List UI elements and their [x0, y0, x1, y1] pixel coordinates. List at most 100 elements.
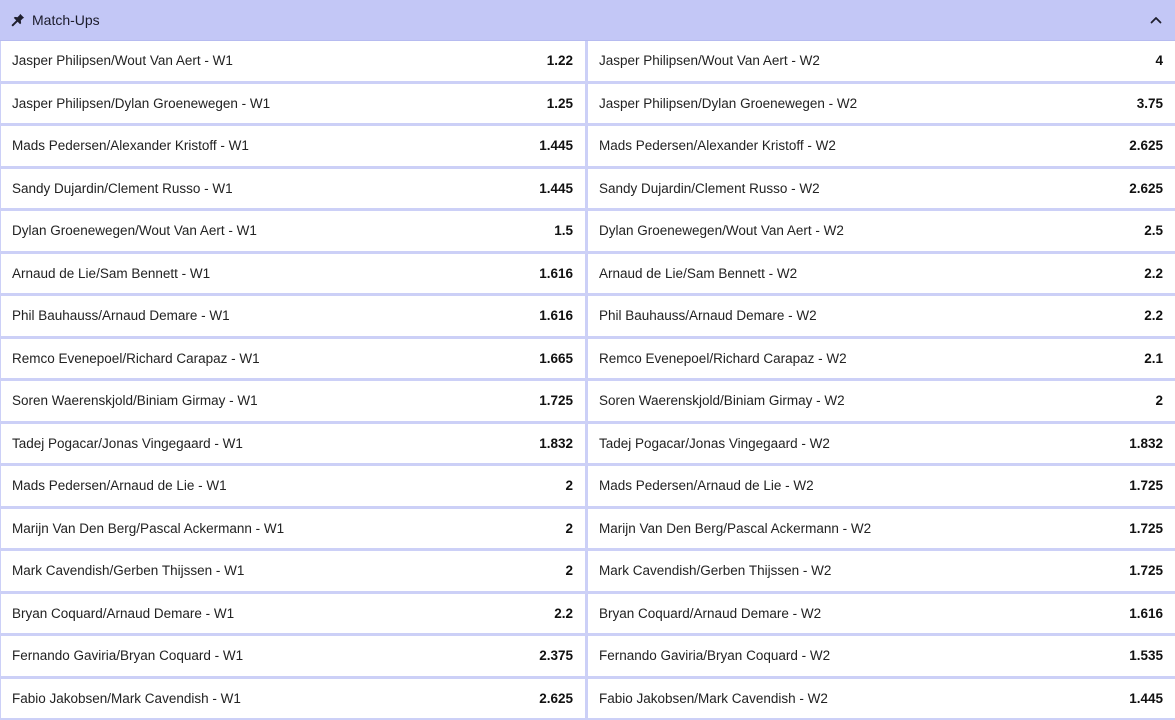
market-option-right[interactable]: Fabio Jakobsen/Mark Cavendish - W2 1.445	[588, 678, 1175, 718]
option-odds: 2.5	[1144, 223, 1163, 239]
option-name: Jasper Philipsen/Wout Van Aert - W2	[599, 53, 820, 69]
option-name: Jasper Philipsen/Dylan Groenewegen - W1	[12, 95, 271, 111]
market-option-right[interactable]: Bryan Coquard/Arnaud Demare - W2 1.616	[588, 593, 1175, 633]
option-name: Phil Bauhauss/Arnaud Demare - W1	[12, 308, 230, 324]
option-odds: 1.725	[539, 393, 573, 409]
header-left: Match-Ups	[10, 12, 100, 28]
market-option-right[interactable]: Soren Waerenskjold/Biniam Girmay - W2 2	[588, 381, 1175, 421]
option-odds: 1.616	[539, 308, 573, 324]
option-odds: 1.5	[554, 223, 573, 239]
market-option-right[interactable]: Dylan Groenewegen/Wout Van Aert - W2 2.5	[588, 211, 1175, 251]
option-odds: 1.832	[539, 435, 573, 451]
option-name: Sandy Dujardin/Clement Russo - W2	[599, 180, 820, 196]
panel-title: Match-Ups	[32, 12, 100, 28]
option-odds: 1.25	[546, 95, 573, 111]
option-name: Sandy Dujardin/Clement Russo - W1	[12, 180, 233, 196]
option-name: Soren Waerenskjold/Biniam Girmay - W1	[12, 393, 258, 409]
market-option-right[interactable]: Sandy Dujardin/Clement Russo - W2 2.625	[588, 168, 1175, 208]
market-option-right[interactable]: Jasper Philipsen/Dylan Groenewegen - W2 3…	[588, 83, 1175, 123]
option-odds: 2.2	[1144, 308, 1163, 324]
market-option-left[interactable]: Fabio Jakobsen/Mark Cavendish - W1 2.625	[1, 678, 585, 718]
market-option-left[interactable]: Mads Pedersen/Arnaud de Lie - W1 2	[1, 466, 585, 506]
option-odds: 1.665	[539, 350, 573, 366]
market-option-right[interactable]: Mark Cavendish/Gerben Thijssen - W2 1.725	[588, 551, 1175, 591]
market-option-right[interactable]: Fernando Gaviria/Bryan Coquard - W2 1.535	[588, 636, 1175, 676]
market-option-left[interactable]: Jasper Philipsen/Wout Van Aert - W1 1.22	[1, 41, 585, 81]
option-odds: 2.1	[1144, 350, 1163, 366]
market-option-right[interactable]: Arnaud de Lie/Sam Bennett - W2 2.2	[588, 253, 1175, 293]
option-name: Mark Cavendish/Gerben Thijssen - W2	[599, 563, 832, 579]
market-option-left[interactable]: Mark Cavendish/Gerben Thijssen - W1 2	[1, 551, 585, 591]
option-name: Mads Pedersen/Alexander Kristoff - W2	[599, 138, 836, 154]
option-odds: 2	[565, 478, 573, 494]
market-option-right[interactable]: Mads Pedersen/Alexander Kristoff - W2 2.6…	[588, 126, 1175, 166]
option-odds: 3.75	[1136, 95, 1163, 111]
option-name: Remco Evenepoel/Richard Carapaz - W2	[599, 350, 847, 366]
chevron-up-icon[interactable]	[1145, 9, 1167, 31]
option-odds: 1.445	[1129, 690, 1163, 706]
panel-header[interactable]: Match-Ups	[0, 0, 1175, 41]
option-odds: 1.616	[539, 265, 573, 281]
option-name: Arnaud de Lie/Sam Bennett - W2	[599, 265, 798, 281]
option-odds: 1.832	[1129, 435, 1163, 451]
market-option-left[interactable]: Arnaud de Lie/Sam Bennett - W1 1.616	[1, 253, 585, 293]
option-odds: 2.625	[1129, 180, 1163, 196]
option-odds: 4	[1155, 53, 1163, 69]
option-odds: 2.625	[539, 690, 573, 706]
option-odds: 1.616	[1129, 605, 1163, 621]
market-option-right[interactable]: Phil Bauhauss/Arnaud Demare - W2 2.2	[588, 296, 1175, 336]
option-odds: 1.725	[1129, 563, 1163, 579]
option-name: Fabio Jakobsen/Mark Cavendish - W1	[12, 690, 241, 706]
option-name: Jasper Philipsen/Dylan Groenewegen - W2	[599, 95, 858, 111]
market-option-left[interactable]: Jasper Philipsen/Dylan Groenewegen - W1 1…	[1, 83, 585, 123]
option-name: Dylan Groenewegen/Wout Van Aert - W1	[12, 223, 257, 239]
option-name: Marijn Van Den Berg/Pascal Ackermann - W…	[12, 520, 285, 536]
market-option-left[interactable]: Phil Bauhauss/Arnaud Demare - W1 1.616	[1, 296, 585, 336]
option-name: Mads Pedersen/Alexander Kristoff - W1	[12, 138, 249, 154]
option-odds: 2.625	[1129, 138, 1163, 154]
market-option-left[interactable]: Tadej Pogacar/Jonas Vingegaard - W1 1.832	[1, 423, 585, 463]
market-option-left[interactable]: Marijn Van Den Berg/Pascal Ackermann - W…	[1, 508, 585, 548]
market-option-right[interactable]: Jasper Philipsen/Wout Van Aert - W2 4	[588, 41, 1175, 81]
option-odds: 1.445	[539, 180, 573, 196]
market-option-right[interactable]: Remco Evenepoel/Richard Carapaz - W2 2.1	[588, 338, 1175, 378]
market-option-right[interactable]: Marijn Van Den Berg/Pascal Ackermann - W…	[588, 508, 1175, 548]
option-name: Remco Evenepoel/Richard Carapaz - W1	[12, 350, 260, 366]
option-name: Phil Bauhauss/Arnaud Demare - W2	[599, 308, 817, 324]
market-option-left[interactable]: Remco Evenepoel/Richard Carapaz - W1 1.66…	[1, 338, 585, 378]
option-name: Fabio Jakobsen/Mark Cavendish - W2	[599, 690, 828, 706]
market-option-left[interactable]: Fernando Gaviria/Bryan Coquard - W1 2.375	[1, 636, 585, 676]
option-odds: 2	[565, 563, 573, 579]
option-name: Bryan Coquard/Arnaud Demare - W2	[599, 605, 822, 621]
market-option-left[interactable]: Bryan Coquard/Arnaud Demare - W1 2.2	[1, 593, 585, 633]
market-option-left[interactable]: Dylan Groenewegen/Wout Van Aert - W1 1.5	[1, 211, 585, 251]
option-name: Mads Pedersen/Arnaud de Lie - W1	[12, 478, 227, 494]
option-odds: 2.2	[554, 605, 573, 621]
market-option-left[interactable]: Sandy Dujardin/Clement Russo - W1 1.445	[1, 168, 585, 208]
option-odds: 2.2	[1144, 265, 1163, 281]
market-option-left[interactable]: Mads Pedersen/Alexander Kristoff - W1 1.4…	[1, 126, 585, 166]
match-ups-grid: Jasper Philipsen/Wout Van Aert - W1 1.22 J…	[0, 41, 1175, 718]
option-odds: 2	[565, 520, 573, 536]
pin-icon[interactable]	[10, 12, 26, 28]
option-odds: 2	[1155, 393, 1163, 409]
option-odds: 1.445	[539, 138, 573, 154]
option-name: Fernando Gaviria/Bryan Coquard - W2	[599, 648, 831, 664]
option-odds: 1.22	[546, 53, 573, 69]
option-odds: 1.725	[1129, 520, 1163, 536]
option-name: Mads Pedersen/Arnaud de Lie - W2	[599, 478, 814, 494]
market-option-right[interactable]: Tadej Pogacar/Jonas Vingegaard - W2 1.832	[588, 423, 1175, 463]
option-name: Mark Cavendish/Gerben Thijssen - W1	[12, 563, 245, 579]
option-name: Jasper Philipsen/Wout Van Aert - W1	[12, 53, 233, 69]
option-name: Soren Waerenskjold/Biniam Girmay - W2	[599, 393, 845, 409]
option-name: Arnaud de Lie/Sam Bennett - W1	[12, 265, 211, 281]
market-option-right[interactable]: Mads Pedersen/Arnaud de Lie - W2 1.725	[588, 466, 1175, 506]
option-name: Marijn Van Den Berg/Pascal Ackermann - W…	[599, 520, 872, 536]
option-odds: 1.535	[1129, 648, 1163, 664]
option-odds: 1.725	[1129, 478, 1163, 494]
option-name: Dylan Groenewegen/Wout Van Aert - W2	[599, 223, 844, 239]
option-name: Fernando Gaviria/Bryan Coquard - W1	[12, 648, 244, 664]
market-option-left[interactable]: Soren Waerenskjold/Biniam Girmay - W1 1.7…	[1, 381, 585, 421]
option-odds: 2.375	[539, 648, 573, 664]
